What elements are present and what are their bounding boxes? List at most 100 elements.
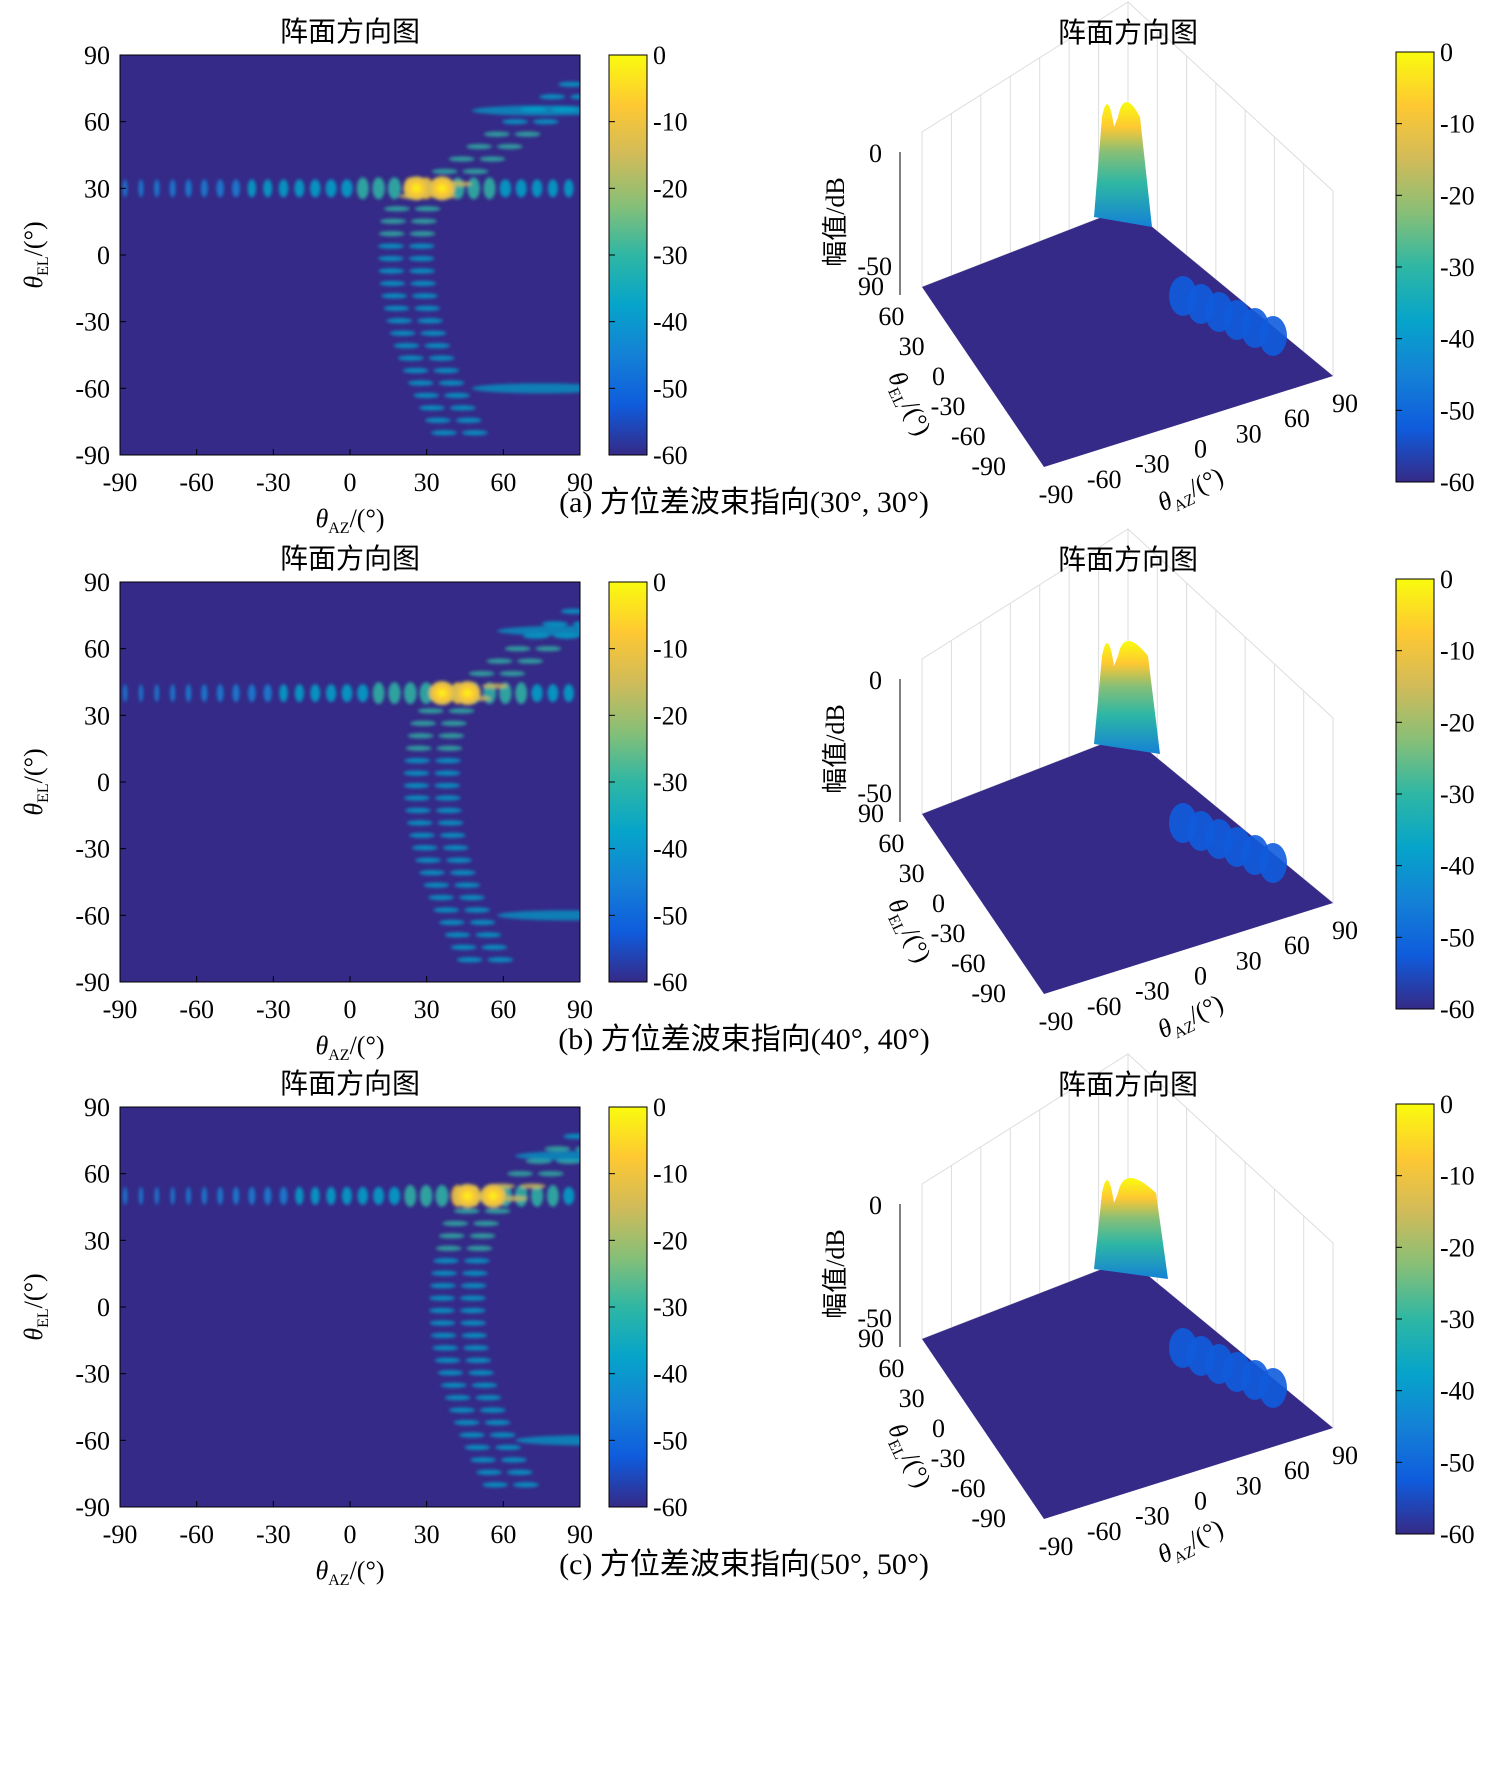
sidelobe — [248, 1186, 256, 1205]
arc-lobe — [448, 156, 475, 162]
y-tick-label: -90 — [75, 1493, 110, 1522]
arc-lobe — [442, 1220, 469, 1227]
y-tick-label: 0 — [97, 241, 110, 270]
heatmap-title: 阵面方向图 — [280, 1068, 420, 1100]
main-beam-left — [454, 1183, 481, 1208]
surface-x-tick-label: -60 — [1087, 992, 1122, 1021]
arc-lobe — [579, 1135, 580, 1137]
arc-lobe — [544, 1146, 571, 1152]
y-tick-label: 30 — [84, 701, 110, 730]
x-tick-label: -90 — [103, 1520, 138, 1549]
edge-lobe — [515, 1150, 580, 1161]
arc-lobe — [433, 907, 460, 913]
sidelobe — [216, 179, 224, 198]
panel-caption: (b) 方位差波束指向(40°, 40°) — [558, 1023, 929, 1056]
colorbar-tick-label: 0 — [653, 41, 666, 70]
colorbar-tick-label: -30 — [653, 241, 688, 270]
arc-lobe — [459, 1307, 486, 1314]
colorbar-tick-label: -40 — [1440, 325, 1475, 354]
arc-lobe — [575, 1146, 580, 1151]
surface-y-tick-label: -90 — [971, 979, 1006, 1008]
arc-lobe — [579, 83, 580, 85]
sidelobe — [547, 684, 559, 703]
sidelobe — [435, 1184, 449, 1207]
surface-x-tick-label: 90 — [1332, 1441, 1358, 1470]
colorbar-tick-label: -50 — [653, 1426, 688, 1455]
x-tick-label: -30 — [256, 1520, 291, 1549]
y-axis-label: θEL/(°) — [19, 748, 52, 815]
sidelobe — [356, 177, 369, 200]
sidelobe — [310, 684, 321, 703]
sidelobe — [483, 177, 496, 200]
surface-y-tick-label: -30 — [931, 1444, 966, 1473]
arc-lobe — [486, 658, 513, 664]
arc-lobe — [438, 733, 465, 739]
y-axis-label: θEL/(°) — [19, 1273, 52, 1340]
arc-lobe — [439, 832, 466, 838]
sidelobe — [310, 1186, 320, 1205]
arc-lobe — [442, 845, 469, 851]
surface-x-tick-label: 90 — [1332, 389, 1358, 418]
sidelobe — [515, 179, 527, 198]
heatmap-background — [120, 1107, 580, 1507]
sidelobe — [387, 177, 401, 200]
sidelobe — [326, 1186, 336, 1205]
sidelobe — [547, 1184, 559, 1207]
sidelobe — [170, 1186, 175, 1205]
sidelobe — [295, 1186, 304, 1205]
colorbar-tick-label: -60 — [1440, 995, 1475, 1024]
z-tick-label: 0 — [869, 666, 882, 695]
y-tick-label: 30 — [84, 1226, 110, 1255]
surface-x-tick-label: 60 — [1284, 931, 1310, 960]
arc-lobe — [579, 610, 580, 612]
sidelobe — [185, 179, 192, 198]
surface-y-tick-label: -60 — [951, 949, 986, 978]
colorbar-tick-label: -20 — [653, 174, 688, 203]
x-tick-label: 90 — [567, 995, 593, 1024]
arc-lobe — [464, 907, 491, 913]
arc-lobe — [456, 957, 483, 963]
surface-x-tick-label: -30 — [1135, 1502, 1170, 1531]
colorbar-tick-label: -30 — [1440, 1305, 1475, 1334]
surface-y-tick-label: 0 — [932, 362, 945, 391]
surface-y-tick-label: 60 — [878, 302, 904, 331]
sidelobe — [404, 1184, 417, 1207]
arc-lobe — [405, 807, 432, 814]
surface-y-tick-label: 90 — [858, 272, 884, 301]
sidelobe — [341, 179, 353, 198]
colorbar — [608, 54, 648, 456]
arc-lobe — [484, 1419, 511, 1426]
sidelobe — [419, 1184, 433, 1207]
sidelobe — [499, 179, 512, 198]
y-tick-label: 60 — [84, 635, 110, 664]
y-tick-label: 60 — [84, 108, 110, 137]
surface-y-tick-label: 90 — [858, 799, 884, 828]
arc-lobe — [428, 894, 455, 901]
sidelobe — [372, 682, 385, 705]
arc-lobe — [403, 782, 430, 789]
arc-lobe — [379, 280, 406, 287]
arc-lobe — [410, 280, 437, 287]
sidelobe — [357, 684, 369, 703]
arc-lobe — [473, 1220, 500, 1227]
arc-lobe — [563, 1133, 580, 1139]
arc-lobe — [537, 1171, 564, 1177]
surface-y-tick-label: 30 — [899, 1384, 925, 1413]
arc-lobe — [378, 231, 405, 237]
arc-lobe — [434, 795, 461, 801]
surface-x-tick-label: 30 — [1236, 946, 1262, 975]
arc-lobe — [535, 646, 562, 652]
colorbar-tick-label: -20 — [653, 701, 688, 730]
arc-lobe — [405, 745, 432, 751]
colorbar-tick-label: -60 — [653, 1493, 688, 1522]
arc-lobe — [483, 131, 510, 137]
sidelobe — [373, 1186, 385, 1205]
arc-lobe — [438, 380, 465, 386]
arc-lobe — [482, 1482, 509, 1488]
surface-floor — [922, 1259, 1333, 1519]
arc-lobe — [420, 330, 447, 336]
arc-lobe — [444, 1395, 471, 1401]
y-tick-label: 90 — [84, 1093, 110, 1122]
arc-lobe — [410, 720, 437, 726]
arc-lobe — [462, 1345, 489, 1351]
